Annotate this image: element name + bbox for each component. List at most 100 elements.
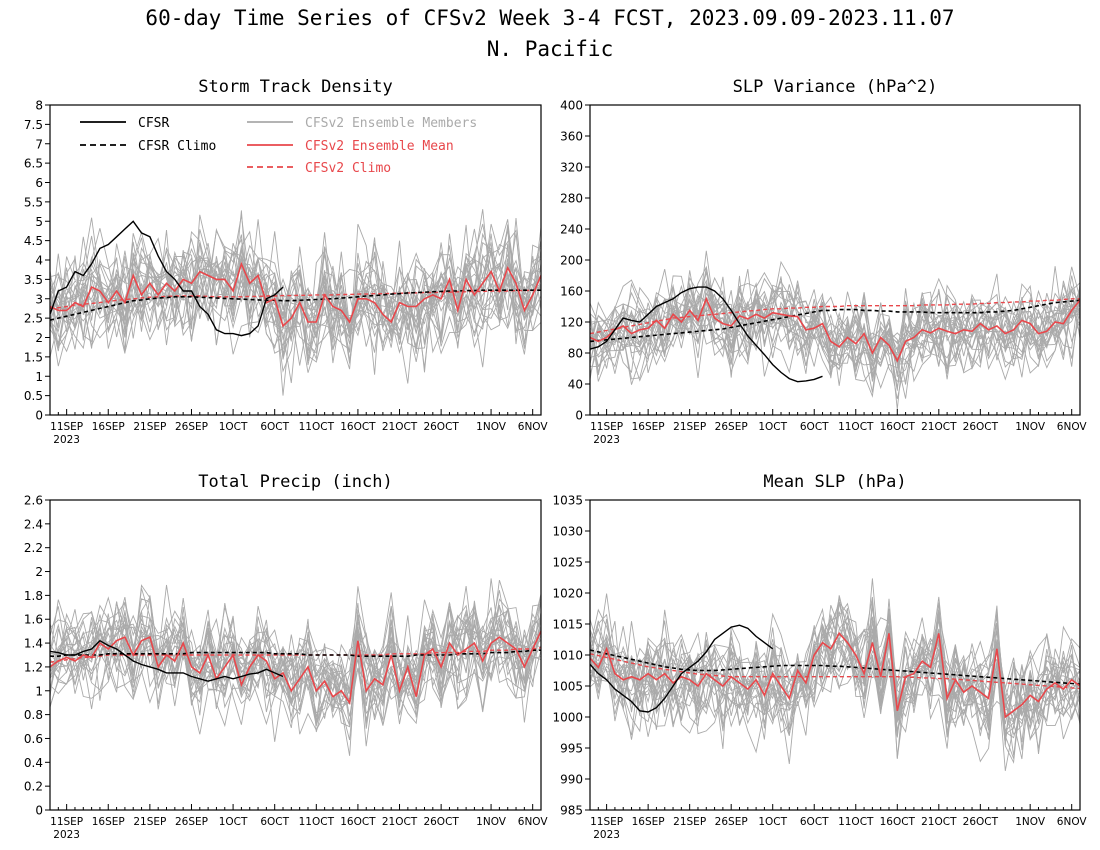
slp-variance-ytick-label: 240 — [560, 223, 583, 237]
storm-track-density-ytick-label: 8 — [35, 99, 43, 113]
storm-track-density-ytick-label: 6.5 — [24, 157, 43, 171]
total-precip-ytick-label: 2.6 — [24, 494, 43, 508]
mean-slp-xtick-label: 11OCT — [838, 816, 874, 828]
mean-slp-xtick-label: 1OCT — [758, 816, 787, 828]
mean-slp-cfsr-climo-line — [590, 649, 1080, 685]
total-precip-ytick-label: 0.6 — [24, 732, 43, 746]
slp-variance-lines — [590, 286, 1080, 383]
storm-track-density-member-line — [50, 215, 541, 350]
mean-slp-ytick-label: 1000 — [552, 711, 583, 725]
total-precip-member-line — [50, 611, 541, 719]
mean-slp-year-label: 2023 — [593, 829, 620, 841]
total-precip-xtick-label: 21OCT — [382, 816, 418, 828]
storm-track-density-ytick-label: 0.5 — [24, 389, 43, 403]
storm-track-density-cfsv2-climo-line — [50, 289, 541, 310]
total-precip-ytick-label: 0.8 — [24, 708, 43, 722]
total-precip-ytick-label: 1 — [35, 684, 43, 698]
slp-variance-member-line — [590, 275, 1080, 382]
slp-variance-xtick-label: 6NOV — [1057, 421, 1088, 433]
storm-track-density-ytick-label: 1.5 — [24, 350, 43, 364]
slp-variance-xtick-label: 21OCT — [921, 421, 957, 433]
total-precip-ytick-label: 0.4 — [24, 756, 43, 770]
total-precip-member-line — [50, 631, 541, 756]
slp-variance-title: SLP Variance (hPa^2) — [733, 77, 938, 97]
mean-slp-xtick-label: 6NOV — [1057, 816, 1088, 828]
total-precip-member-line — [50, 596, 541, 707]
storm-track-density-ytick-label: 5.5 — [24, 195, 43, 209]
mean-slp-member-line — [590, 616, 1080, 751]
legend-cfsv2-climo-label: CFSv2 Climo — [305, 161, 391, 176]
total-precip-member-line — [50, 607, 541, 706]
mean-slp-ytick-label: 1020 — [552, 587, 583, 601]
slp-variance-member-line — [590, 275, 1080, 379]
mean-slp-cfsr-line — [590, 624, 774, 713]
total-precip-lines — [50, 630, 541, 705]
legend-ens-mean-label: CFSv2 Ensemble Mean — [305, 139, 454, 154]
mean-slp-ytick-label: 1005 — [552, 680, 583, 694]
slp-variance-xtick-label: 21SEP — [673, 421, 706, 433]
mean-slp-ytick-label: 1035 — [552, 494, 583, 508]
storm-track-density-xtick-label: 26SEP — [175, 421, 208, 433]
storm-track-density-ytick-label: 4 — [35, 254, 43, 268]
total-precip-cfsv2-climo-line — [50, 647, 541, 663]
mean-slp-xtick-label: 6OCT — [800, 816, 829, 828]
total-precip-xtick-label: 1NOV — [476, 816, 507, 828]
slp-variance-cfsr-line — [590, 286, 823, 383]
legend-members-label: CFSv2 Ensemble Members — [305, 116, 477, 131]
storm-track-density-xtick-label: 21OCT — [382, 421, 418, 433]
slp-variance-xtick-label: 11SEP — [590, 421, 623, 433]
mean-slp-panel: Mean SLP (hPa) 985 990 995 1000 1005 1010 1015 1… — [552, 472, 1087, 841]
slp-variance-ens-mean-line — [590, 296, 1080, 363]
figure-title-line1: 60-day Time Series of CFSv2 Week 3-4 FCS… — [145, 6, 955, 30]
mean-slp-member-line — [590, 621, 1080, 764]
storm-track-density-xtick-label: 11OCT — [299, 421, 335, 433]
mean-slp-lines — [590, 624, 1080, 719]
slp-variance-xtick-label: 26OCT — [963, 421, 999, 433]
slp-variance-year-label: 2023 — [593, 434, 620, 446]
total-precip-ytick-label: 0 — [35, 804, 43, 818]
storm-track-density-year-label: 2023 — [53, 434, 80, 446]
storm-track-density-xtick-label: 16OCT — [340, 421, 376, 433]
total-precip-ytick-label: 1.8 — [24, 589, 43, 603]
storm-track-density-xtick-label: 1OCT — [219, 421, 248, 433]
storm-track-density-ytick-label: 3 — [35, 292, 43, 306]
mean-slp-ens-mean-line — [590, 631, 1080, 719]
mean-slp-xtick-label: 21OCT — [921, 816, 957, 828]
total-precip-ytick-label: 2.2 — [24, 541, 43, 555]
slp-variance-xtick-label: 16OCT — [880, 421, 916, 433]
total-precip-ens-mean-line — [50, 630, 541, 705]
total-precip-ytick-label: 2 — [35, 565, 43, 579]
storm-track-density-cfsr-climo-line — [50, 289, 541, 321]
storm-track-density-ytick-label: 7 — [35, 137, 43, 151]
mean-slp-ytick-label: 1030 — [552, 525, 583, 539]
mean-slp-xtick-label: 21SEP — [673, 816, 706, 828]
storm-track-density-ytick-label: 1 — [35, 370, 43, 384]
slp-variance-member-line — [590, 280, 1080, 399]
slp-variance-xtick-label: 11OCT — [838, 421, 874, 433]
storm-track-density-ytick-label: 7.5 — [24, 118, 43, 132]
slp-variance-ytick-label: 400 — [560, 99, 583, 113]
storm-track-density-xtick-label: 11SEP — [50, 421, 83, 433]
total-precip-members — [50, 578, 541, 756]
figure-title-line2: N. Pacific — [486, 37, 614, 61]
total-precip-xtick-label: 21SEP — [133, 816, 166, 828]
slp-variance-ytick-label: 320 — [560, 161, 583, 175]
slp-variance-frame — [589, 104, 1081, 416]
mean-slp-ytick-label: 1015 — [552, 618, 583, 632]
total-precip-xtick-label: 1OCT — [219, 816, 248, 828]
mean-slp-xtick-label: 11SEP — [590, 816, 623, 828]
total-precip-xtick-label: 6OCT — [260, 816, 289, 828]
slp-variance-xtick-label: 1NOV — [1015, 421, 1046, 433]
mean-slp-cfsv2-climo-line — [590, 653, 1080, 690]
mean-slp-ytick-label: 985 — [560, 804, 583, 818]
total-precip-xtick-label: 16SEP — [92, 816, 125, 828]
storm-track-density-ytick-label: 4.5 — [24, 234, 43, 248]
slp-variance-member-line — [590, 308, 1080, 399]
storm-track-density-lines — [50, 220, 541, 337]
slp-variance-ytick-label: 0 — [575, 409, 583, 423]
storm-track-density-xtick-label: 26OCT — [423, 421, 459, 433]
storm-track-density-xtick-label: 1NOV — [476, 421, 507, 433]
storm-track-density-ytick-label: 6 — [35, 176, 43, 190]
slp-variance-xtick-label: 16SEP — [632, 421, 665, 433]
